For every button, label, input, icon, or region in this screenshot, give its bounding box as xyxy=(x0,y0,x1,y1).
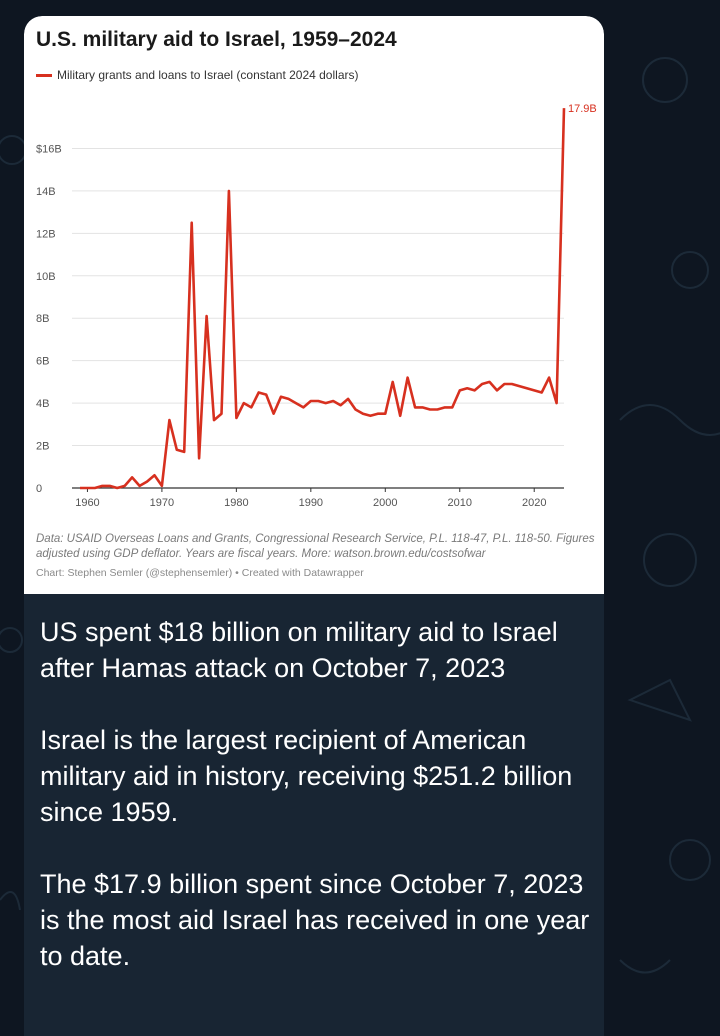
y-tick-label: 10B xyxy=(36,271,56,283)
chart-source-note: Data: USAID Overseas Loans and Grants, C… xyxy=(36,533,595,560)
legend-swatch xyxy=(36,73,52,77)
x-tick-label: 1990 xyxy=(299,497,323,509)
data-label: 17.9B xyxy=(568,103,597,115)
chart-title: U.S. military aid to Israel, 1959–2024 xyxy=(36,28,397,51)
series-line xyxy=(80,108,566,490)
x-tick-label: 2010 xyxy=(448,497,472,509)
x-tick-label: 2020 xyxy=(522,497,546,509)
y-tick-label: 6B xyxy=(36,356,49,368)
chart-image[interactable]: U.S. military aid to Israel, 1959–2024 M… xyxy=(24,16,604,594)
chart-credit: Chart: Stephen Semler (@stephensemler) •… xyxy=(36,567,364,579)
message-bubble[interactable]: U.S. military aid to Israel, 1959–2024 M… xyxy=(24,16,604,1036)
y-tick-label: 0 xyxy=(36,483,42,495)
y-tick-label: 12B xyxy=(36,228,56,240)
chart-legend: Military grants and loans to Israel (con… xyxy=(36,68,358,82)
y-tick-label: 8B xyxy=(36,313,49,325)
message-text: US spent $18 billion on military aid to … xyxy=(40,614,596,1010)
x-tick-label: 2000 xyxy=(373,497,397,509)
x-tick-label: 1960 xyxy=(75,497,99,509)
legend-label: Military grants and loans to Israel (con… xyxy=(57,68,359,82)
y-tick-label: 2B xyxy=(36,441,49,453)
y-tick-label: $16B xyxy=(36,143,62,155)
x-tick-label: 1980 xyxy=(224,497,248,509)
y-tick-label: 14B xyxy=(36,186,56,198)
message-paragraph: The $17.9 billion spent since October 7,… xyxy=(40,869,590,971)
message-paragraph: US spent $18 billion on military aid to … xyxy=(40,617,558,683)
y-tick-label: 4B xyxy=(36,398,49,410)
line-chart: 0 2B 4B 6B 8B 10B 12B 14B $16B 1960 1970 1980 1990 20… xyxy=(36,103,597,509)
x-tick-label: 1970 xyxy=(150,497,174,509)
message-paragraph: Israel is the largest recipient of Ameri… xyxy=(40,725,573,827)
